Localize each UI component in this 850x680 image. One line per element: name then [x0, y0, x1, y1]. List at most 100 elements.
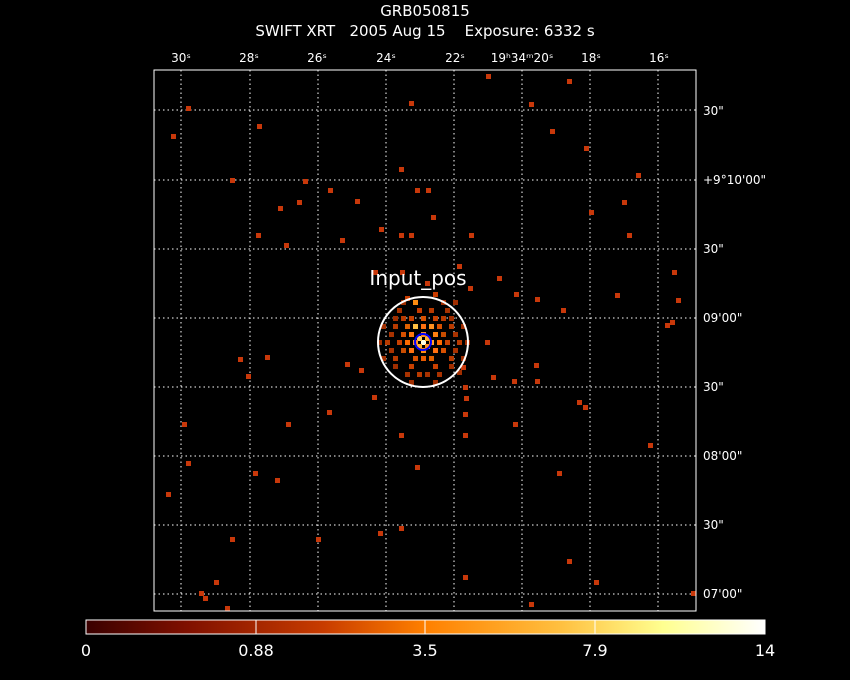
photon-pixel — [445, 308, 450, 313]
photon-pixel — [691, 591, 696, 596]
colorbar-label: 14 — [754, 641, 776, 660]
ra-tick-label: 28ˢ — [239, 51, 259, 65]
photon-pixel — [584, 146, 589, 151]
ra-tick-label: 26ˢ — [307, 51, 327, 65]
ra-tick-label: 18ˢ — [581, 51, 601, 65]
photon-pixel — [429, 324, 434, 329]
coordinate-grid — [154, 70, 696, 611]
photon-pixel — [203, 596, 208, 601]
photon-pixel — [461, 356, 466, 361]
photon-pixel — [286, 422, 291, 427]
photon-pixel — [393, 324, 398, 329]
photon-pixel — [409, 332, 414, 337]
photon-pixel — [421, 356, 426, 361]
photon-pixel — [441, 332, 446, 337]
photon-pixel — [464, 396, 469, 401]
photon-pixel — [469, 233, 474, 238]
photon-pixel — [513, 422, 518, 427]
photon-pixel — [401, 348, 406, 353]
photon-pixel — [529, 102, 534, 107]
photon-pixel — [378, 531, 383, 536]
photon-pixel — [214, 580, 219, 585]
dec-tick-label: 30" — [703, 104, 724, 118]
photon-pixel — [431, 215, 436, 220]
photon-pixel — [445, 340, 450, 345]
photon-pixel — [401, 332, 406, 337]
photon-pixel — [373, 270, 378, 275]
photon-count-pixels — [166, 74, 696, 611]
ra-tick-label: 16ˢ — [649, 51, 669, 65]
photon-pixel — [433, 380, 438, 385]
photon-pixel — [421, 324, 426, 329]
photon-pixel — [284, 243, 289, 248]
photon-pixel — [463, 385, 468, 390]
photon-pixel — [665, 323, 670, 328]
photon-pixel — [433, 348, 438, 353]
photon-pixel — [429, 356, 434, 361]
photon-pixel — [400, 270, 405, 275]
photon-pixel — [425, 281, 430, 286]
photon-pixel — [497, 276, 502, 281]
photon-pixel — [405, 340, 410, 345]
photon-pixel — [399, 167, 404, 172]
ra-tick-label: 22ˢ — [445, 51, 465, 65]
photon-pixel — [405, 372, 410, 377]
photon-pixel — [399, 526, 404, 531]
photon-pixel — [441, 348, 446, 353]
photon-pixel — [415, 465, 420, 470]
object-name: GRB050815 — [380, 2, 470, 20]
photon-pixel — [461, 365, 466, 370]
photon-pixel — [397, 308, 402, 313]
photon-pixel — [379, 227, 384, 232]
dec-tick-label: 07'00" — [703, 587, 742, 601]
photon-pixel — [433, 332, 438, 337]
photon-pixel — [463, 575, 468, 580]
photon-pixel — [449, 364, 454, 369]
photon-pixel — [426, 188, 431, 193]
photon-pixel — [413, 300, 418, 305]
photon-pixel — [377, 340, 382, 345]
photon-pixel — [278, 206, 283, 211]
photon-pixel — [557, 471, 562, 476]
photon-pixel — [457, 264, 462, 269]
photon-pixel — [401, 300, 406, 305]
photon-pixel — [166, 492, 171, 497]
image-header: GRB050815 SWIFT XRT 2005 Aug 15 Exposure… — [0, 0, 850, 44]
photon-pixel — [253, 471, 258, 476]
photon-pixel — [457, 370, 462, 375]
photon-pixel — [577, 400, 582, 405]
photon-pixel — [186, 106, 191, 111]
photon-pixel — [399, 233, 404, 238]
photon-pixel — [389, 348, 394, 353]
photon-pixel — [385, 340, 390, 345]
photon-pixel — [171, 134, 176, 139]
exposure-time: Exposure: 6332 s — [464, 22, 595, 40]
extraction-circle — [377, 296, 469, 388]
photon-pixel — [589, 210, 594, 215]
source-label: Input_pos — [369, 266, 466, 290]
colorbar-label: 0.88 — [238, 641, 274, 660]
photon-pixel — [676, 298, 681, 303]
photon-pixel — [415, 188, 420, 193]
instrument-name: SWIFT XRT — [255, 22, 336, 40]
photon-pixel — [636, 173, 641, 178]
photon-pixel — [409, 364, 414, 369]
dec-tick-label: +9°10'00" — [703, 173, 766, 187]
photon-pixel — [405, 324, 410, 329]
colorbar-label: 3.5 — [412, 641, 438, 660]
photon-pixel — [246, 374, 251, 379]
photon-pixel — [275, 478, 280, 483]
photon-pixel — [453, 348, 458, 353]
photon-pixel — [355, 199, 360, 204]
photon-pixel — [514, 292, 519, 297]
photon-pixel — [417, 344, 422, 349]
photon-pixel — [529, 602, 534, 607]
photon-pixel — [401, 316, 406, 321]
photon-pixel — [425, 336, 430, 341]
photon-pixel — [409, 233, 414, 238]
photon-pixel — [413, 324, 418, 329]
image-frame — [153, 69, 697, 612]
photon-pixel — [381, 324, 386, 329]
photon-pixel — [491, 375, 496, 380]
photon-pixel — [535, 297, 540, 302]
